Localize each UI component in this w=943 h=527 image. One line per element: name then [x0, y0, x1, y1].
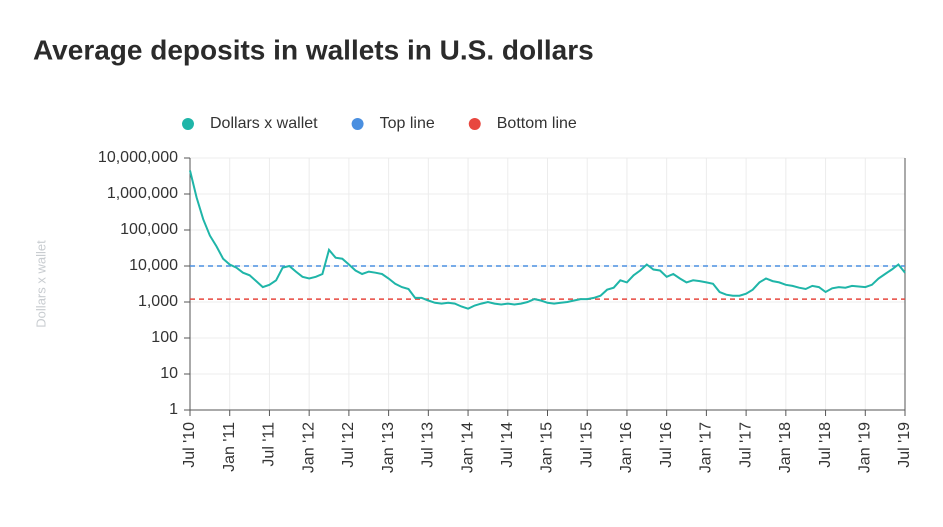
x-tick-label: Jul '14 — [499, 422, 516, 468]
x-tick-label: Jan '16 — [618, 422, 635, 473]
x-tick-label: Jul '10 — [181, 422, 198, 468]
x-tick-label: Jan '12 — [300, 422, 317, 473]
legend-marker — [468, 118, 481, 130]
y-tick-label: 1 — [169, 401, 178, 418]
legend-marker — [182, 118, 194, 130]
x-tick-label: Jul '19 — [896, 422, 913, 468]
data-line — [189, 170, 906, 310]
x-tick-label: Jan '19 — [856, 422, 873, 473]
y-tick-label: 10,000,000 — [98, 149, 178, 166]
y-tick-label: 1,000,000 — [107, 185, 178, 202]
x-tick-label: Jan '15 — [539, 422, 556, 473]
x-tick-label: Jul '12 — [340, 422, 357, 468]
y-tick-label: 10 — [160, 365, 178, 382]
legend-marker — [351, 118, 364, 130]
y-tick-label: 10,000 — [129, 257, 178, 274]
x-tick-label: Jul '11 — [261, 422, 278, 467]
x-tick-label: Jul '18 — [817, 422, 834, 468]
x-tick-label: Jul '17 — [737, 422, 754, 468]
chart-title: Average deposits in wallets in U.S. doll… — [33, 34, 594, 65]
x-tick-label: Jul '16 — [658, 422, 675, 468]
x-tick-label: Jan '18 — [777, 422, 794, 473]
x-tick-label: Jul '15 — [578, 422, 595, 468]
x-tick-label: Jan '17 — [698, 422, 715, 473]
x-tick-label: Jan '13 — [380, 422, 397, 473]
legend-label: Top line — [380, 115, 435, 132]
y-tick-label: 1,000 — [138, 293, 178, 310]
x-tick-label: Jan '14 — [459, 422, 476, 473]
y-tick-label: 100,000 — [120, 221, 178, 238]
legend-label: Dollars x wallet — [210, 115, 318, 132]
y-tick-label: 100 — [151, 329, 178, 346]
y-axis-label: Dollars x wallet — [33, 240, 48, 328]
legend-label: Bottom line — [497, 115, 577, 132]
x-tick-label: Jul '13 — [420, 422, 437, 468]
x-tick-label: Jan '11 — [221, 422, 238, 472]
